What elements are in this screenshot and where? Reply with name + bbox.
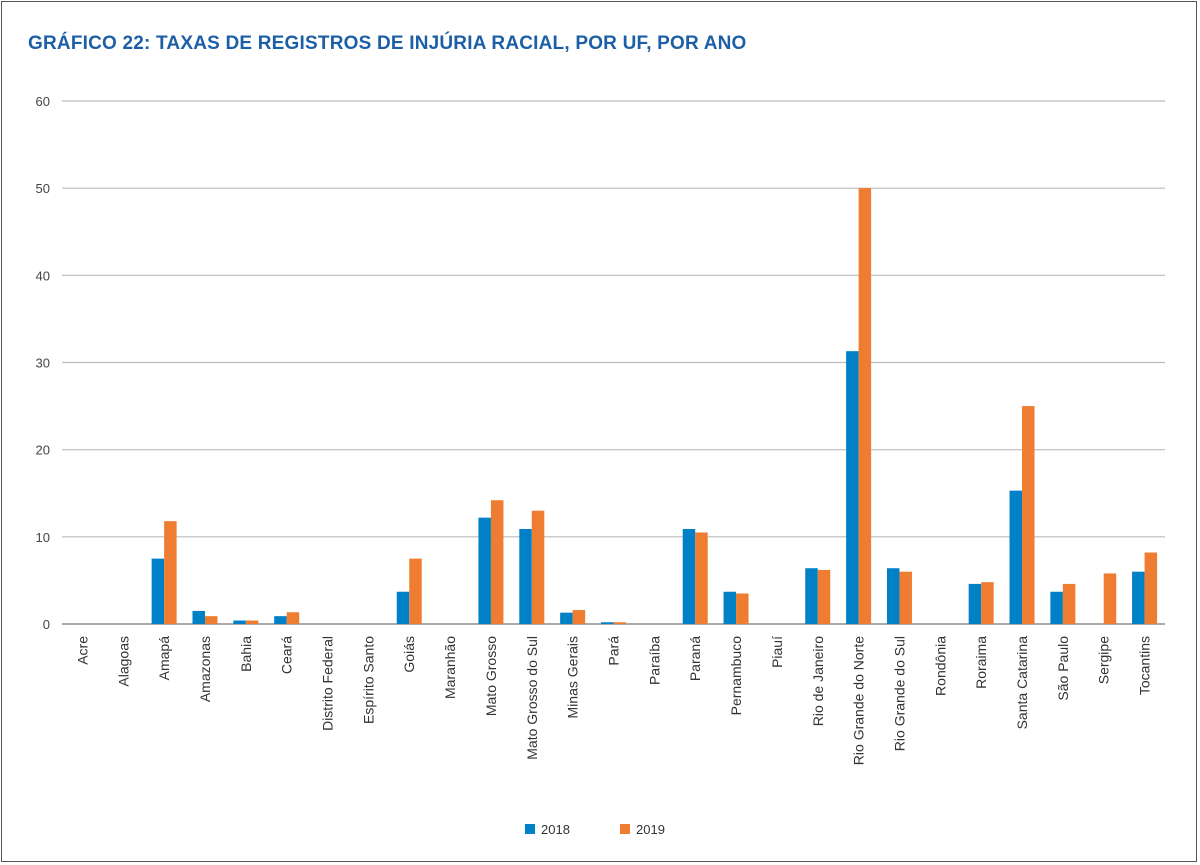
bar-2019	[409, 558, 422, 624]
bar-2019	[613, 622, 626, 624]
x-tick-label: Tocantins	[1137, 636, 1153, 695]
bar-2018	[968, 583, 982, 624]
x-tick-label: Maranhão	[442, 636, 458, 699]
bar-2018	[274, 616, 287, 624]
bar-2018	[560, 612, 573, 624]
x-tick-label: Roraima	[973, 636, 989, 689]
bar-2019	[1062, 583, 1076, 624]
x-tick-label: Sergipe	[1096, 636, 1112, 684]
bar-2018	[682, 528, 696, 624]
bar-2018	[478, 517, 491, 624]
bar-2019	[204, 616, 218, 624]
x-tick-label: Rio de Janeiro	[810, 636, 826, 726]
bar-2019	[1103, 573, 1117, 624]
bar-2018	[846, 351, 859, 624]
y-tick-label: 30	[36, 356, 50, 371]
bar-2019	[531, 510, 545, 624]
x-tick-label: Acre	[74, 636, 90, 665]
bar-2019	[981, 582, 994, 624]
bar-2018	[723, 591, 737, 624]
bar-2019	[1144, 552, 1158, 624]
bar-2018	[805, 568, 818, 624]
bar-2019	[736, 593, 749, 624]
bar-2018	[519, 528, 532, 624]
x-tick-label: Pernambuco	[728, 636, 744, 716]
x-tick-label: Mato Grosso do Sul	[524, 636, 540, 760]
bar-2018	[151, 558, 165, 624]
bar-2019	[572, 610, 586, 624]
legend-swatch-2018	[525, 824, 535, 834]
bar-2019	[899, 571, 912, 624]
bar-2018	[1050, 591, 1063, 624]
bar-2019	[490, 500, 504, 624]
x-tick-label: Paraná	[687, 636, 703, 681]
x-tick-label: Amazonas	[197, 636, 213, 702]
x-tick-label: Espírito Santo	[360, 636, 376, 724]
x-tick-label: Mato Grosso	[483, 636, 499, 716]
x-tick-label: Santa Catarina	[1014, 636, 1030, 730]
x-tick-label: Bahia	[238, 636, 254, 672]
bar-2018	[886, 568, 900, 624]
bar-2019	[1022, 406, 1035, 624]
x-tick-label: Goiás	[401, 636, 417, 673]
chart-title: GRÁFICO 22: TAXAS DE REGISTROS DE INJÚRI…	[28, 33, 747, 54]
bar-2019	[286, 612, 300, 624]
x-tick-label: Piauí	[769, 636, 785, 668]
y-tick-label: 0	[43, 617, 50, 632]
x-tick-label: Distrito Federal	[320, 636, 336, 731]
x-tick-label: Alagoas	[115, 636, 131, 687]
bar-2019	[245, 620, 259, 624]
x-tick-label: Rio Grande do Norte	[851, 636, 867, 765]
bar-2018	[601, 622, 614, 624]
y-tick-label: 60	[36, 94, 50, 109]
bar-2019	[817, 569, 831, 624]
bar-2018	[1132, 571, 1145, 624]
bar-2019	[858, 188, 872, 624]
x-tick-label: Rio Grande do Sul	[891, 636, 907, 751]
y-tick-label: 40	[36, 268, 50, 283]
legend-label: 2018	[541, 822, 570, 837]
x-tick-label: Paraíba	[646, 636, 662, 685]
bar-2018	[192, 610, 205, 624]
legend-label: 2019	[636, 822, 665, 837]
x-tick-label: Rondônia	[932, 636, 948, 696]
y-tick-label: 10	[36, 530, 50, 545]
bar-2019	[695, 532, 708, 624]
x-tick-label: Ceará	[279, 636, 295, 674]
bar-2018	[396, 591, 410, 624]
x-tick-label: Minas Gerais	[565, 636, 581, 718]
x-tick-label: São Paulo	[1055, 636, 1071, 701]
bar-2018	[233, 620, 246, 624]
legend-swatch-2019	[620, 824, 630, 834]
bar-2019	[164, 521, 177, 624]
x-tick-label: Amapá	[156, 636, 172, 681]
y-tick-label: 20	[36, 443, 50, 458]
y-tick-label: 50	[36, 181, 50, 196]
bar-2018	[1009, 490, 1023, 624]
x-tick-label: Pará	[606, 636, 622, 666]
